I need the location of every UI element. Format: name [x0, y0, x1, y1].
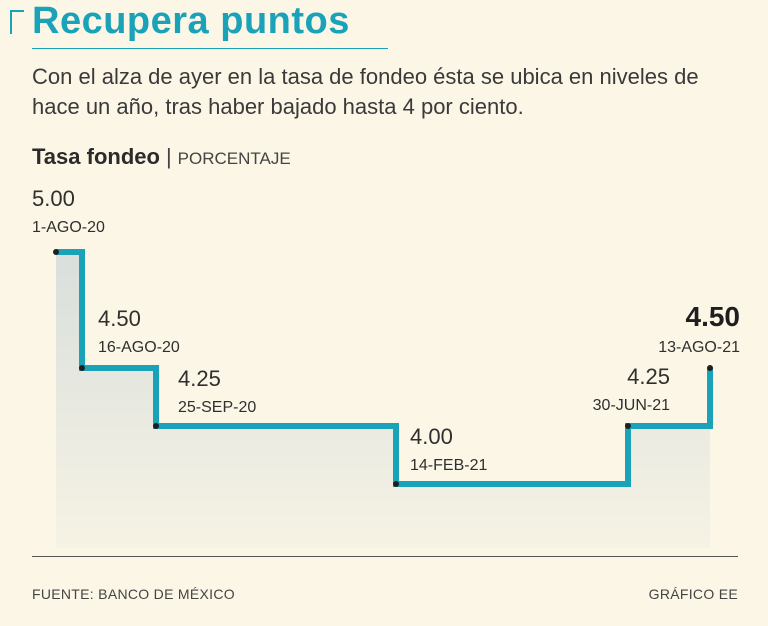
chart-value-label-6: 4.50 — [686, 301, 741, 332]
chart-date-label-2: 16-AGO-20 — [98, 339, 180, 356]
chart-title-separator: | — [165, 144, 172, 169]
graphic-credit: GRÁFICO EE — [648, 586, 738, 602]
chart-title: Tasa fondeo — [32, 144, 160, 169]
headline-underline — [32, 48, 388, 49]
chart-point-2 — [79, 365, 85, 371]
chart-point-1 — [53, 249, 59, 255]
chart-point-5 — [625, 423, 631, 429]
chart-value-label-2: 4.50 — [98, 306, 141, 331]
footer-divider — [32, 556, 738, 557]
subtitle: Con el alza de ayer en la tasa de fondeo… — [32, 64, 699, 119]
source-note: FUENTE: BANCO DE MÉXICO — [32, 586, 235, 602]
chart-series-line — [56, 249, 713, 487]
chart-point-3 — [153, 423, 159, 429]
chart-value-label-3: 4.25 — [178, 366, 221, 391]
chart-unit: PORCENTAJE — [177, 149, 291, 168]
chart-date-label-5: 30-JUN-21 — [593, 397, 670, 414]
chart-header: Tasa fondeo | PORCENTAJE — [32, 144, 291, 170]
frame-corner — [10, 10, 24, 34]
chart-date-label-3: 25-SEP-20 — [178, 399, 256, 416]
chart-point-4 — [393, 481, 399, 487]
chart-value-label-1: 5.00 — [32, 186, 75, 211]
chart-date-label-1: 1-AGO-20 — [32, 219, 105, 236]
chart-point-6 — [707, 365, 713, 371]
headline: Recupera puntos — [32, 0, 350, 42]
chart-area — [56, 252, 710, 548]
chart-value-label-4: 4.00 — [410, 424, 453, 449]
chart-date-label-4: 14-FEB-21 — [410, 457, 487, 474]
chart-value-label-5: 4.25 — [627, 364, 670, 389]
chart-date-label-6: 13-AGO-21 — [658, 339, 740, 356]
